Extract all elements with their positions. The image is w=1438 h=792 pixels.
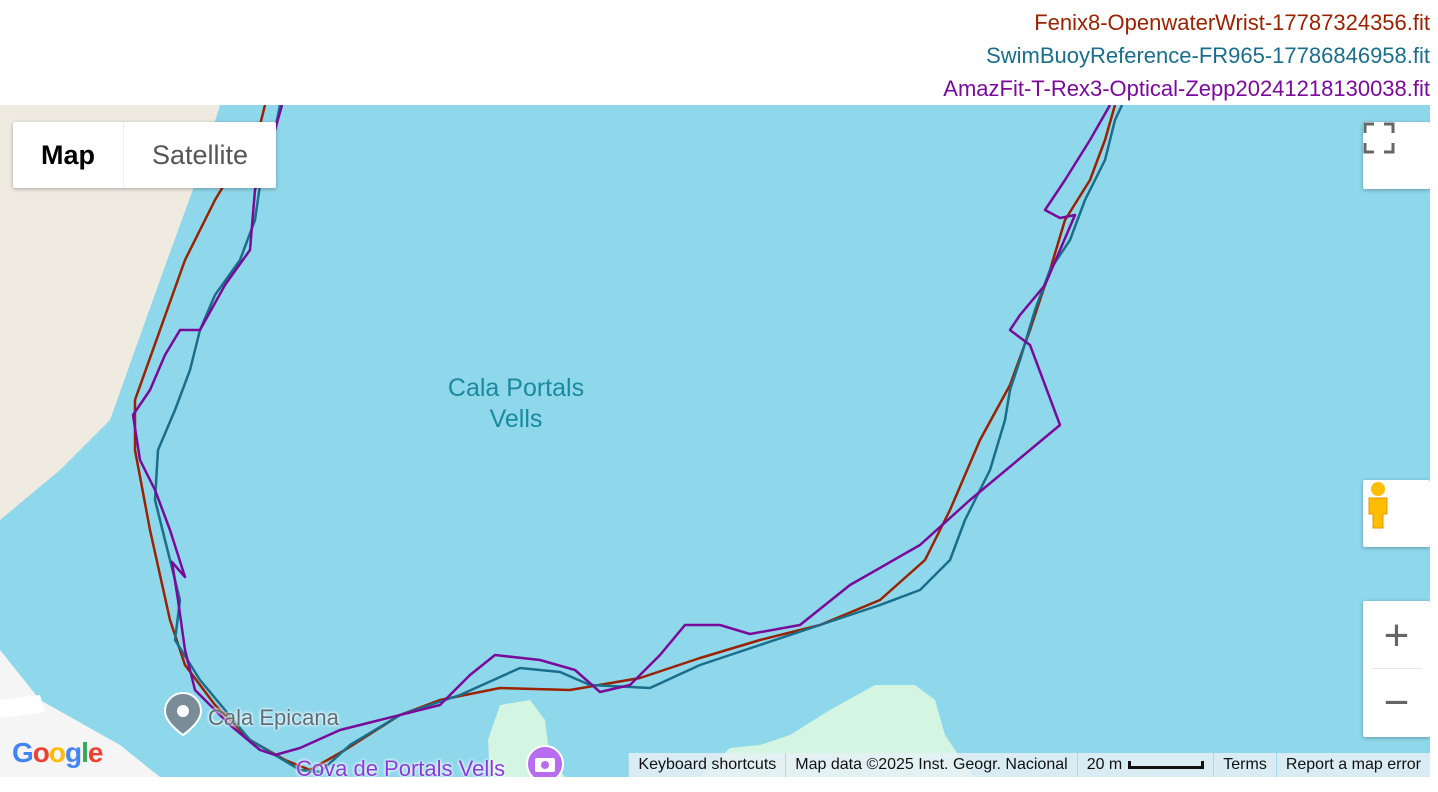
map-footer: Keyboard shortcuts Map data ©2025 Inst. …	[628, 753, 1430, 777]
bay-label: Cala Portals Vells	[447, 374, 585, 433]
street-view-pegman-button[interactable]	[1363, 480, 1430, 547]
road	[0, 695, 45, 718]
map-canvas[interactable]: Map Satellite + − Cala Portals Vells Cal…	[0, 105, 1430, 777]
track-swimbuoy	[153, 105, 1124, 774]
fullscreen-button[interactable]	[1363, 122, 1430, 189]
zoom-in-button[interactable]: +	[1371, 602, 1422, 669]
zoom-control: + −	[1363, 601, 1430, 737]
poi-cala-epicana[interactable]: Cala Epicana	[208, 705, 339, 730]
scale-label: 20 m	[1086, 756, 1123, 773]
report-map-error-link[interactable]: Report a map error	[1275, 753, 1430, 777]
legend-swimbuoy: SwimBuoyReference-FR965-17786846958.fit	[986, 43, 1430, 68]
map-data-attribution: Map data ©2025 Inst. Geogr. Nacional	[785, 753, 1076, 777]
poi-cova-de-portals-vells[interactable]: Cova de Portals Vells	[296, 756, 506, 777]
camera-icon	[526, 745, 564, 777]
land-southwest	[0, 650, 160, 777]
track-fenix	[133, 105, 1117, 772]
pegman-icon	[1368, 482, 1388, 529]
keyboard-shortcuts-link[interactable]: Keyboard shortcuts	[628, 753, 785, 777]
zoom-out-button[interactable]: −	[1383, 678, 1410, 727]
poi-marker-icon	[163, 691, 203, 737]
scale-bar[interactable]: 20 m	[1076, 753, 1214, 777]
legend-fenix: Fenix8-OpenwaterWrist-17787324356.fit	[1034, 10, 1430, 35]
land-west	[0, 105, 220, 520]
scale-bar-icon	[1128, 761, 1205, 769]
fullscreen-icon	[1363, 122, 1395, 154]
map-type-map-button[interactable]: Map	[13, 122, 124, 188]
terms-link[interactable]: Terms	[1213, 753, 1276, 777]
track-amazfit	[131, 105, 1112, 757]
google-logo: Google	[12, 737, 103, 768]
legend-amazfit: AmazFit-T-Rex3-Optical-Zepp2024121813003…	[943, 76, 1430, 101]
map-type-control: Map Satellite	[13, 122, 277, 188]
map-type-satellite-button[interactable]: Satellite	[152, 140, 249, 170]
map-layer	[0, 105, 1124, 777]
track-legend: Fenix8-OpenwaterWrist-17787324356.fit Sw…	[943, 6, 1430, 105]
